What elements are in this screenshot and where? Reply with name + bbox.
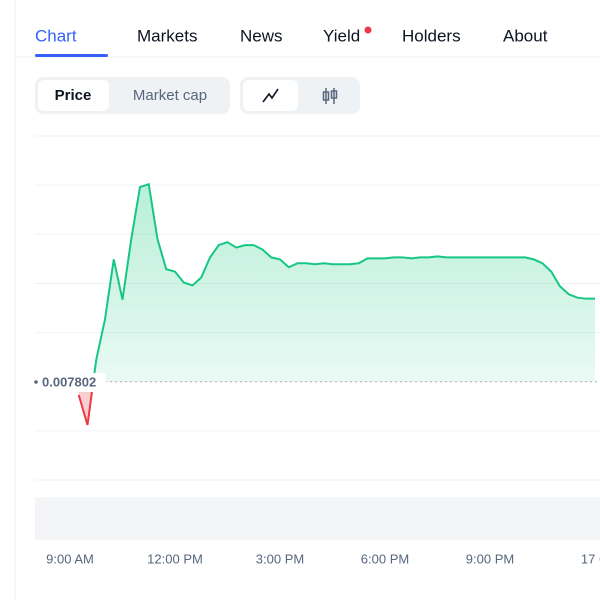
area-above xyxy=(78,184,595,382)
tab[interactable]: Holders xyxy=(402,26,461,45)
active-tab-underline xyxy=(35,54,108,57)
x-tick-label: 9:00 PM xyxy=(466,551,514,566)
tab[interactable]: News xyxy=(240,26,283,45)
tab[interactable]: Markets xyxy=(137,26,197,45)
candle-icon[interactable] xyxy=(322,88,338,104)
x-tick-label: 6:00 PM xyxy=(361,551,409,566)
toggle-market-cap[interactable]: Market cap xyxy=(133,87,207,104)
reference-label-box xyxy=(38,373,106,392)
toggle-selected xyxy=(38,80,109,111)
x-tick-label: 9:00 AM xyxy=(46,551,94,566)
x-tick-label: 17 O xyxy=(581,551,600,566)
area-below xyxy=(78,381,94,425)
notification-dot xyxy=(364,26,372,34)
line-icon xyxy=(262,88,279,103)
tab[interactable]: Chart xyxy=(35,26,77,45)
tab[interactable]: About xyxy=(503,26,548,45)
reference-label: 0.007802 xyxy=(42,374,96,389)
volume-band xyxy=(35,497,600,540)
price-line xyxy=(92,182,595,382)
toggle-price[interactable]: Price xyxy=(55,87,92,104)
x-tick-label: 3:00 PM xyxy=(256,551,304,566)
reference-dot xyxy=(34,380,38,384)
tab[interactable]: Yield xyxy=(323,26,360,45)
x-tick-label: 12:00 PM xyxy=(147,551,203,566)
